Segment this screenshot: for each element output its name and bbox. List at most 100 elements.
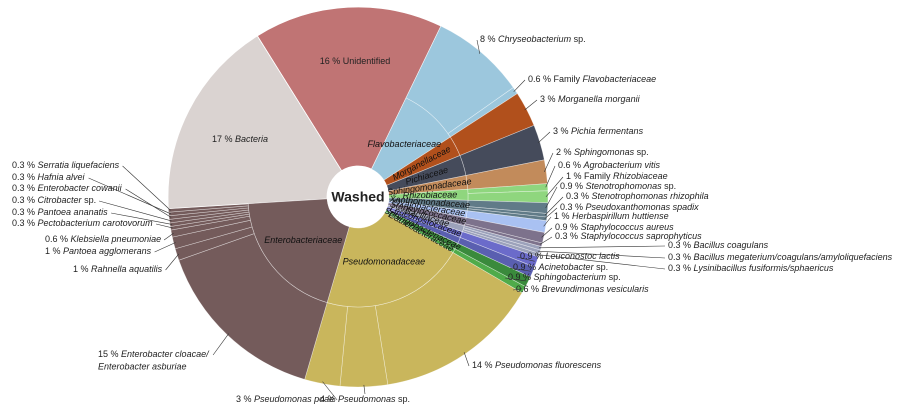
segment-label: 1 % Family Rhizobiaceae xyxy=(566,171,668,181)
leader-line xyxy=(111,212,173,225)
leader-line xyxy=(541,227,553,238)
leader-line xyxy=(163,232,174,241)
label-part: Brevundimonas vesicularis xyxy=(542,284,650,294)
leader-line xyxy=(156,223,173,229)
label-part: Stenotrophomonas xyxy=(586,181,663,191)
segment-label: 4 % Pseudomonas sp. xyxy=(320,394,410,404)
label-part: Bacillus megaterium/coagulans/amylolique… xyxy=(694,252,893,262)
leader-line xyxy=(538,250,666,259)
labels: FlavobacteriaceaeMorganellaceaePichiacea… xyxy=(12,34,893,404)
leader-line xyxy=(524,99,538,111)
label-part: 0.3 % xyxy=(668,240,691,250)
label-part: Staphylococcus aureus xyxy=(581,222,675,232)
leader-line xyxy=(537,131,551,144)
segment-label: 0.3 % Bacillus coagulans xyxy=(668,240,769,250)
segment-label: Enterobacter asburiae xyxy=(98,361,187,371)
leader-line xyxy=(516,256,535,262)
leader-line xyxy=(539,236,553,245)
label-part: Lysinibacillus fusiformis/sphaericus xyxy=(694,263,834,273)
label-part: sp. xyxy=(596,262,608,272)
label-part: Serratia liquefaciens xyxy=(38,160,120,170)
label-part: Pectobacterium carotovorum xyxy=(38,218,154,228)
leader-line xyxy=(165,253,180,271)
leader-line xyxy=(544,152,554,173)
segment-label: 8 % Chryseobacterium sp. xyxy=(480,34,586,44)
label-part: 0.6 % xyxy=(45,234,68,244)
segment-label: 0.9 % Sphingobacterium sp. xyxy=(508,272,621,282)
label-part: 17 % xyxy=(212,134,233,144)
leader-line xyxy=(536,254,666,270)
label-part: 0.6 % xyxy=(516,284,539,294)
leader-line xyxy=(154,242,176,253)
leader-line xyxy=(98,200,172,222)
leader-line xyxy=(545,176,564,197)
label-part: 0.9 % xyxy=(508,272,531,282)
segment-label: 0.3 % Stenotrophomonas rhizophila xyxy=(566,191,709,201)
segment-label: 3 % Pichia fermentans xyxy=(553,126,644,136)
label-part: 0.3 % xyxy=(668,263,691,273)
segment-label: 0.6 % Family Flavobacteriaceae xyxy=(528,74,656,84)
family-label: Flavobacteriaceae xyxy=(368,139,442,149)
label-part: 16 % xyxy=(320,56,341,66)
leader-line xyxy=(504,277,527,282)
label-part: 1 % xyxy=(566,171,582,181)
segment-label: 3 % Pseudomonas poae xyxy=(236,394,334,404)
family-label: Pseudomonadaceae xyxy=(343,256,426,266)
segment-label: 16 % Unidentified xyxy=(320,56,391,66)
label-part: 3 % xyxy=(553,126,569,136)
label-part: 0.3 % xyxy=(12,207,35,217)
label-part: Pseudomonas xyxy=(338,394,396,404)
label-part: 0.3 % xyxy=(12,218,35,228)
label-part: Family xyxy=(584,171,611,181)
label-part: 0.9 % xyxy=(513,262,536,272)
label-part: 0.9 % xyxy=(560,181,583,191)
segment-label: 0.3 % Pantoea ananatis xyxy=(12,207,108,217)
label-part: 0.9 % xyxy=(555,222,578,232)
label-part: sp. xyxy=(664,181,676,191)
leader-line xyxy=(125,188,172,218)
leader-line xyxy=(545,186,558,209)
label-part: Agrobacterium vitis xyxy=(583,160,661,170)
segment-label: 0.3 % Enterobacter cowanii xyxy=(12,183,123,193)
label-part: sp. xyxy=(637,147,649,157)
leader-line xyxy=(513,79,526,92)
label-part: Stenotrophomonas rhizophila xyxy=(592,191,709,201)
label-part: Staphylococcus saprophyticus xyxy=(581,231,703,241)
segment-label: 0.3 % Serratia liquefaciens xyxy=(12,160,120,170)
segment-label: 1 % Herbaspirillum huttiense xyxy=(554,211,669,221)
label-part: 0.3 % xyxy=(12,183,35,193)
segment-label: 0.6 % Klebsiella pneumoniae xyxy=(45,234,161,244)
segment-label: 0.6 % Brevundimonas vesicularis xyxy=(516,284,649,294)
label-part: 14 % xyxy=(472,360,493,370)
label-part: Herbaspirillum huttiense xyxy=(572,211,669,221)
label-part: 0.6 % xyxy=(558,160,581,170)
segment-label: 15 % Enterobacter cloacae/ xyxy=(98,349,210,359)
leader-line xyxy=(322,381,338,401)
leader-line xyxy=(544,207,558,219)
segment-label: 0.3 % Bacillus megaterium/coagulans/amyl… xyxy=(668,252,893,262)
segment-label: 0.3 % Citrobacter sp. xyxy=(12,195,96,205)
label-part: 1 % xyxy=(554,211,570,221)
segment-label: 1 % Pantoea agglomerans xyxy=(45,246,152,256)
label-part: Sphingobacterium xyxy=(534,272,607,282)
leader-line xyxy=(88,177,171,215)
leader-line xyxy=(539,245,666,249)
label-part: Bacillus coagulans xyxy=(694,240,769,250)
leader-line xyxy=(543,216,552,227)
leader-line xyxy=(509,267,531,272)
leader-line xyxy=(363,384,366,395)
label-part: sp. xyxy=(574,34,586,44)
leader-line xyxy=(476,39,481,54)
label-part: sp. xyxy=(398,394,410,404)
label-part: 1 % xyxy=(45,246,61,256)
segment-label: 0.9 % Leuconostoc lactis xyxy=(520,251,620,261)
label-part: Unidentified xyxy=(343,56,391,66)
label-part: 0.3 % xyxy=(12,195,35,205)
label-part: Bacteria xyxy=(235,134,268,144)
label-part: Acinetobacter xyxy=(538,262,595,272)
segment-label: 0.3 % Hafnia alvei xyxy=(12,172,86,182)
segment-label: 0.9 % Stenotrophomonas sp. xyxy=(560,181,676,191)
label-part: 3 % xyxy=(540,94,556,104)
label-part: 3 % xyxy=(236,394,252,404)
